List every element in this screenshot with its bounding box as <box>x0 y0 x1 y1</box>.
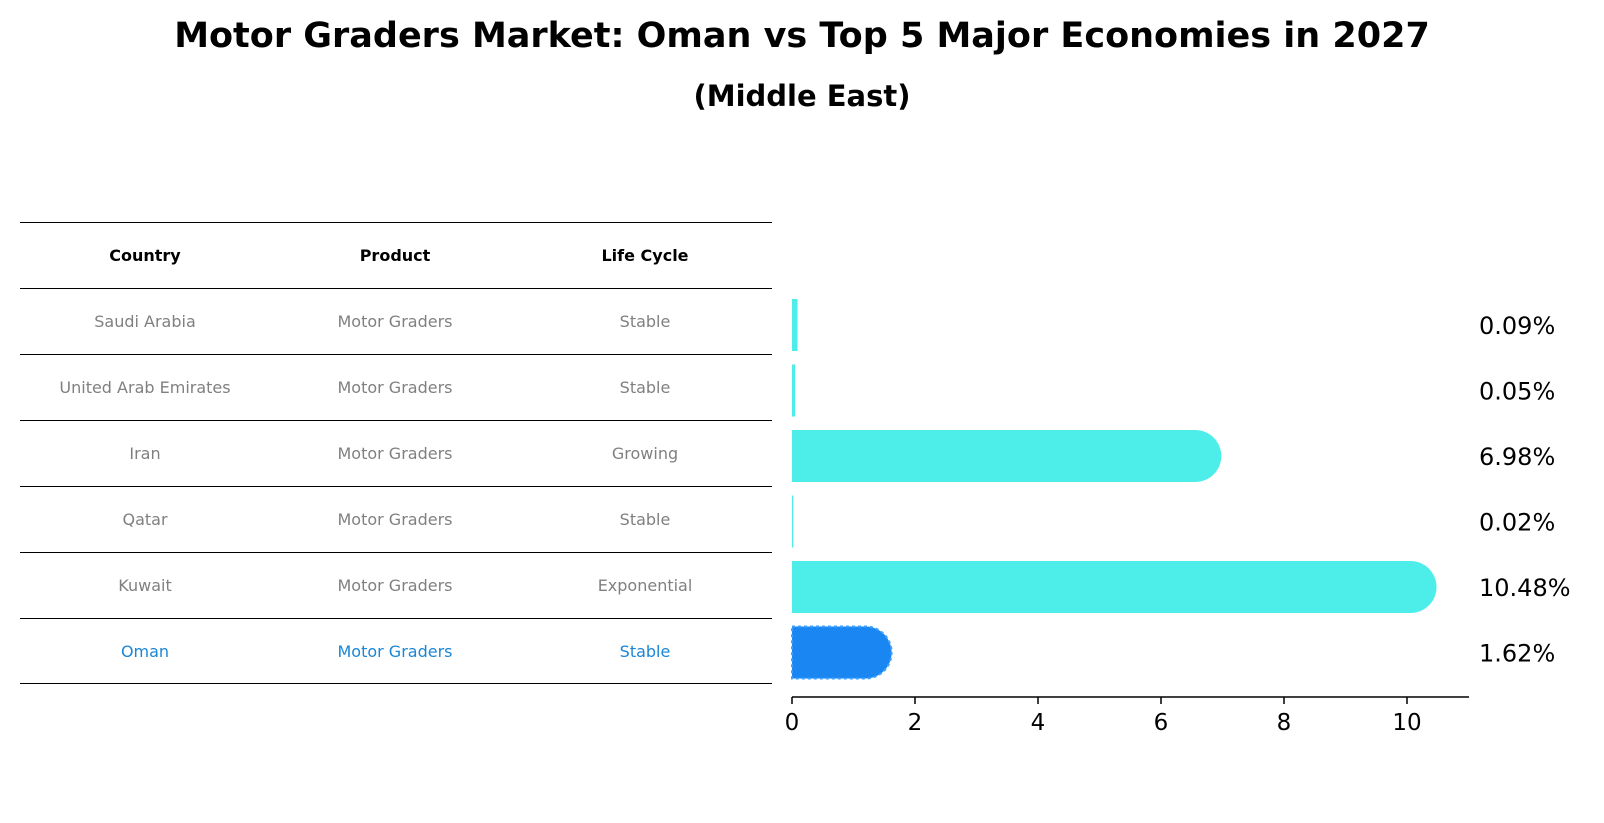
bar-qatar <box>792 495 794 548</box>
bar-iran <box>792 430 1222 482</box>
table-row: Saudi Arabia Motor Graders Stable <box>20 288 772 354</box>
table-row-highlighted: Oman Motor Graders Stable <box>20 618 772 684</box>
value-label-qatar: 0.02% <box>1479 509 1555 537</box>
value-label-oman: 1.62% <box>1479 640 1555 668</box>
x-tick-label: 8 <box>1277 710 1292 736</box>
product-cell: Motor Graders <box>337 642 453 661</box>
table-row: Iran Motor Graders Growing <box>20 420 772 486</box>
country-cell: Saudi Arabia <box>94 312 196 331</box>
table-header-row: Country Product Life Cycle <box>20 222 772 288</box>
x-tick-label: 4 <box>1031 710 1046 736</box>
value-label-iran: 6.98% <box>1479 443 1555 471</box>
value-labels: 0.09% 0.05% 6.98% 0.02% 10.48% 1.62% <box>1479 312 1571 668</box>
header-life-cycle: Life Cycle <box>601 246 689 265</box>
life-cycle-cell: Stable <box>619 642 671 661</box>
x-tick-label: 0 <box>785 710 800 736</box>
x-tick-label: 10 <box>1392 710 1421 736</box>
bar-oman <box>792 626 892 679</box>
chart-title: Motor Graders Market: Oman vs Top 5 Majo… <box>174 16 1430 56</box>
value-label-saudi-arabia: 0.09% <box>1479 312 1555 340</box>
product-cell: Motor Graders <box>337 378 453 397</box>
bars-group <box>791 299 1437 680</box>
value-label-united-arab-emirates: 0.05% <box>1479 378 1555 406</box>
value-label-kuwait: 10.48% <box>1479 574 1571 602</box>
product-cell: Motor Graders <box>337 576 453 595</box>
product-cell: Motor Graders <box>337 312 453 331</box>
comparison-table: Country Product Life Cycle Saudi Arabia … <box>20 222 772 684</box>
bar-highlight-outline <box>791 625 893 680</box>
product-cell: Motor Graders <box>337 444 453 463</box>
x-tick-label: 6 <box>1154 710 1169 736</box>
table-row: Kuwait Motor Graders Exponential <box>20 552 772 618</box>
life-cycle-cell: Stable <box>619 510 671 529</box>
bar-united-arab-emirates <box>792 364 796 417</box>
chart-subtitle: (Middle East) <box>693 79 911 113</box>
country-cell: Iran <box>129 444 161 463</box>
x-axis: 0 2 4 6 8 10 <box>785 696 1469 736</box>
product-cell: Motor Graders <box>337 510 453 529</box>
header-country: Country <box>109 246 181 265</box>
life-cycle-cell: Exponential <box>597 576 693 595</box>
header-product: Product <box>359 246 431 265</box>
life-cycle-cell: Stable <box>619 312 671 331</box>
bar-saudi-arabia <box>792 299 798 351</box>
table-row: United Arab Emirates Motor Graders Stabl… <box>20 354 772 420</box>
table-row: Qatar Motor Graders Stable <box>20 486 772 552</box>
life-cycle-cell: Growing <box>611 444 679 463</box>
life-cycle-cell: Stable <box>619 378 671 397</box>
x-tick-label: 2 <box>908 710 923 736</box>
country-cell: Oman <box>120 642 170 661</box>
country-cell: Kuwait <box>118 576 172 595</box>
country-cell: United Arab Emirates <box>59 378 231 397</box>
bar-kuwait <box>792 561 1437 613</box>
country-cell: Qatar <box>122 510 168 529</box>
